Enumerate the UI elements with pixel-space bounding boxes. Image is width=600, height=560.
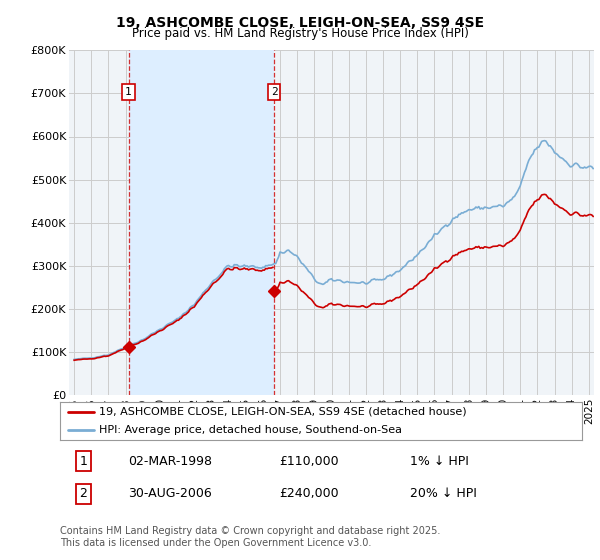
Text: 1: 1 xyxy=(80,455,88,468)
Text: 02-MAR-1998: 02-MAR-1998 xyxy=(128,455,212,468)
Text: £240,000: £240,000 xyxy=(279,487,339,501)
Text: 19, ASHCOMBE CLOSE, LEIGH-ON-SEA, SS9 4SE: 19, ASHCOMBE CLOSE, LEIGH-ON-SEA, SS9 4S… xyxy=(116,16,484,30)
Bar xyxy=(128,50,274,395)
Text: HPI: Average price, detached house, Southend-on-Sea: HPI: Average price, detached house, Sout… xyxy=(99,425,402,435)
Text: 2: 2 xyxy=(80,487,88,501)
Text: 19, ASHCOMBE CLOSE, LEIGH-ON-SEA, SS9 4SE (detached house): 19, ASHCOMBE CLOSE, LEIGH-ON-SEA, SS9 4S… xyxy=(99,407,467,417)
Text: 1: 1 xyxy=(125,87,132,97)
Text: £110,000: £110,000 xyxy=(279,455,339,468)
Text: 1% ↓ HPI: 1% ↓ HPI xyxy=(410,455,469,468)
Text: Contains HM Land Registry data © Crown copyright and database right 2025.
This d: Contains HM Land Registry data © Crown c… xyxy=(60,526,440,548)
Text: 20% ↓ HPI: 20% ↓ HPI xyxy=(410,487,476,501)
Text: 30-AUG-2006: 30-AUG-2006 xyxy=(128,487,212,501)
Text: Price paid vs. HM Land Registry's House Price Index (HPI): Price paid vs. HM Land Registry's House … xyxy=(131,27,469,40)
Text: 2: 2 xyxy=(271,87,278,97)
